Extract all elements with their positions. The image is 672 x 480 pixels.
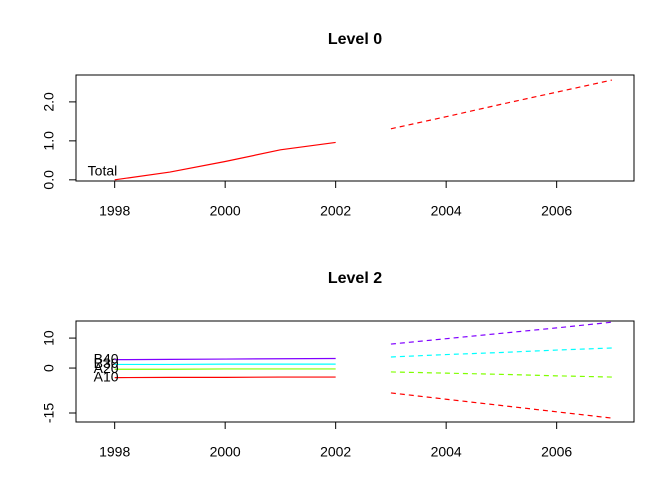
x-tick-label: 2002 [320, 444, 351, 460]
forecast-line [390, 347, 612, 358]
series-line [114, 376, 336, 379]
x-tick-label: 2004 [431, 444, 462, 460]
series-label: B30 [94, 355, 119, 371]
chart-title: Level 0 [328, 31, 382, 48]
x-tick-label: 1998 [99, 444, 130, 460]
y-tick-label: 0 [41, 364, 57, 372]
x-tick-label: 2006 [541, 203, 572, 219]
forecast-line [390, 371, 612, 378]
plot-frame [75, 320, 635, 423]
series-label: A20 [94, 360, 119, 376]
series-label: B40 [94, 350, 119, 366]
series-line [114, 141, 336, 181]
x-tick-label: 2000 [210, 444, 241, 460]
plot-frame [75, 74, 635, 182]
x-tick-label: 2002 [320, 203, 351, 219]
forecast-line [390, 79, 613, 130]
series-line [114, 357, 336, 361]
y-tick-label: 10 [41, 330, 57, 346]
y-tick-label: -15 [41, 403, 57, 423]
series-label: A10 [94, 368, 119, 384]
y-tick-label: 1.0 [41, 131, 57, 151]
x-tick-label: 2006 [541, 444, 572, 460]
y-tick-label: 2.0 [41, 92, 57, 112]
forecast-line [390, 321, 612, 345]
chart-title: Level 2 [328, 270, 382, 287]
forecast-line [390, 392, 612, 419]
x-tick-label: 2000 [210, 203, 241, 219]
y-tick-label: 0.0 [41, 170, 57, 190]
x-tick-label: 2004 [431, 203, 462, 219]
series-label: Total [88, 163, 118, 179]
x-tick-label: 1998 [99, 203, 130, 219]
